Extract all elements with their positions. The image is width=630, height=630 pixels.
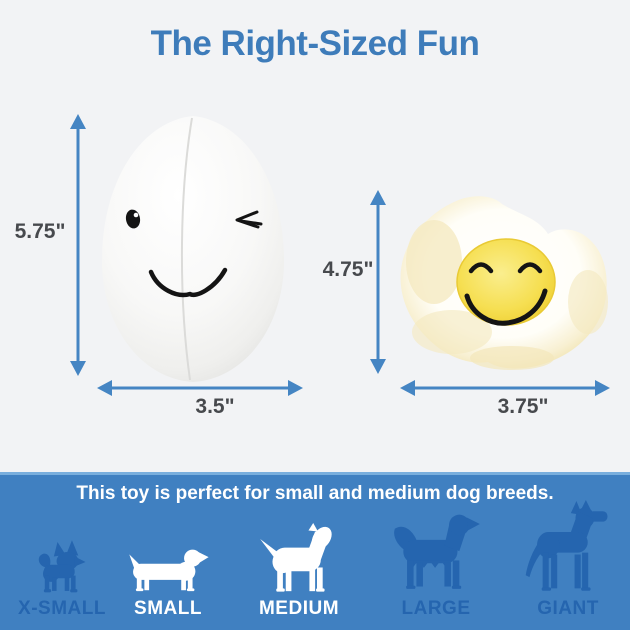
size-item-x-small: X-SMALL bbox=[8, 500, 116, 620]
size-label: MEDIUM bbox=[258, 598, 340, 619]
fried-egg-plush-icon bbox=[400, 196, 608, 370]
winking-eye bbox=[235, 210, 263, 229]
size-label: SMALL bbox=[134, 598, 202, 619]
banner-text: This toy is perfect for small and medium… bbox=[76, 483, 554, 504]
fried-egg-width-arrow bbox=[400, 380, 610, 396]
fried-egg-width-label: 3.75" bbox=[497, 395, 549, 418]
happy-closed-eyes bbox=[468, 262, 543, 274]
chihuahua-icon bbox=[38, 540, 86, 593]
winking-egg-plush-icon bbox=[101, 116, 285, 382]
fried-egg-height-label: 4.75" bbox=[322, 258, 374, 281]
page-title: The Right-Sized Fun bbox=[150, 24, 480, 63]
bull-terrier-icon bbox=[260, 522, 332, 592]
dachshund-icon bbox=[129, 549, 209, 592]
egg-height-arrow bbox=[70, 114, 86, 376]
smile bbox=[148, 267, 228, 298]
yolk-smile bbox=[464, 288, 548, 326]
size-item-large: LARGE bbox=[380, 500, 492, 620]
egg-width-arrow bbox=[97, 380, 303, 396]
egg-yolk bbox=[456, 238, 556, 326]
egg-height-label: 5.75" bbox=[14, 220, 66, 243]
eye-highlight bbox=[133, 212, 139, 218]
size-item-giant: GIANT bbox=[510, 500, 626, 620]
size-item-small: SMALL bbox=[118, 500, 218, 620]
size-label: X-SMALL bbox=[18, 598, 106, 619]
size-label: LARGE bbox=[401, 598, 471, 619]
egg-seam bbox=[180, 117, 193, 381]
fried-egg-height-arrow bbox=[370, 190, 386, 374]
size-label: GIANT bbox=[537, 598, 599, 619]
retriever-icon bbox=[394, 514, 480, 589]
egg-width-label: 3.5" bbox=[195, 395, 235, 418]
size-item-medium: MEDIUM bbox=[243, 500, 355, 620]
great-dane-icon bbox=[525, 500, 608, 591]
